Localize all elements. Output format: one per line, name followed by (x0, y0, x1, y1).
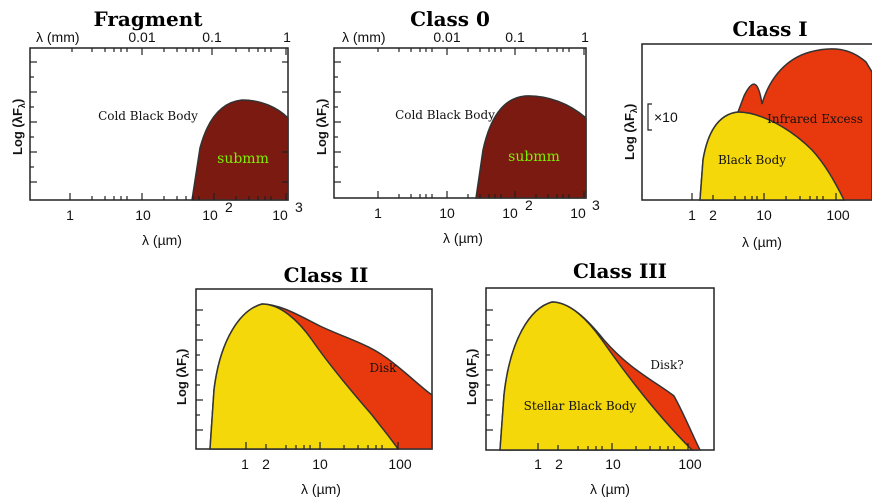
submm-label: submm (217, 151, 269, 167)
x-tick-exponent: 2 (225, 199, 233, 215)
panel-class-0: Class 0 λ (mm) 0.01 0.1 1 submm Cold Bla… (314, 7, 600, 246)
top-tick-label: 1 (581, 29, 589, 45)
top-tick-label: 1 (283, 29, 291, 45)
axis-ticks (691, 193, 837, 200)
x-tick-label: 2 (555, 456, 563, 472)
x-tick-label: 10 (756, 207, 772, 223)
y-axis-label: Log (λFλ) (10, 99, 27, 155)
y-axis-label: Log (λFλ) (314, 99, 331, 155)
cold-black-body-label: Cold Black Body (395, 108, 495, 122)
top-axis-label: λ (mm) (36, 29, 80, 45)
panel-class-2: Class II Disk 1 2 10 100 λ (µm) Log (λFλ… (174, 263, 433, 497)
panel-title: Class 0 (410, 7, 490, 31)
axis-ticks (334, 48, 585, 198)
x-tick-label: 10 (605, 456, 621, 472)
x-axis-label: λ (µm) (301, 481, 341, 497)
stellar-black-body-region (499, 301, 694, 451)
black-body-region (209, 303, 400, 450)
panel-title: Fragment (94, 7, 204, 31)
top-tick-label: 0.1 (202, 29, 222, 45)
x-tick-label: 10 (439, 205, 455, 221)
x-tick-exponent: 3 (295, 199, 303, 215)
scale-marker: ×10 (654, 109, 678, 125)
x-tick-exponent: 3 (592, 197, 600, 213)
panel-fragment: Fragment λ (mm) 0.01 0.1 1 submm Cold Bl… (10, 7, 303, 248)
x-tick-label: 1 (241, 456, 249, 472)
x-tick-label: 100 (678, 456, 702, 472)
x-tick-label: 10 (135, 207, 151, 223)
x-tick-exponent: 2 (525, 197, 533, 213)
panel-title: Class III (573, 259, 667, 283)
x-tick-label: 1 (66, 207, 74, 223)
x-tick-label: 100 (826, 207, 850, 223)
top-tick-label: 0.1 (505, 29, 525, 45)
x-tick-label: 1 (374, 205, 382, 221)
x-tick-label: 10 (312, 456, 328, 472)
panel-class-3: Class III Disk? Stellar Black Body 1 2 1… (464, 259, 715, 497)
scale-bracket (647, 103, 652, 131)
submm-region (191, 99, 289, 201)
submm-label: submm (508, 149, 560, 165)
x-tick-label: 1 (534, 456, 542, 472)
x-tick-label: 100 (388, 456, 412, 472)
black-body-label: Black Body (718, 153, 786, 167)
y-axis-label: Log (λFλ) (622, 104, 639, 160)
x-tick-label: 10 (502, 205, 518, 221)
top-tick-label: 0.01 (128, 29, 155, 45)
panel-title: Class II (284, 263, 369, 287)
top-tick-label: 0.01 (433, 29, 460, 45)
infrared-excess-label: Infrared Excess (767, 112, 863, 126)
axis-ticks (196, 309, 399, 449)
y-axis-label: Log (λFλ) (174, 349, 191, 405)
x-tick-label: 10 (272, 207, 288, 223)
stellar-black-body-label: Stellar Black Body (524, 399, 637, 413)
disk-label: Disk? (650, 358, 683, 372)
x-tick-label: 10 (202, 207, 218, 223)
x-tick-label: 1 (688, 207, 696, 223)
panel-title: Class I (732, 17, 807, 41)
axis-ticks (30, 48, 288, 200)
x-tick-label: 2 (709, 207, 717, 223)
black-body-region (699, 111, 846, 201)
disk-label: Disk (370, 361, 398, 375)
x-tick-label: 10 (570, 205, 586, 221)
submm-region (475, 95, 587, 199)
panel-class-1: Class I Infrared Excess Black Body ×10 1… (622, 17, 872, 250)
x-tick-label: 2 (262, 456, 270, 472)
y-axis-label: Log (λFλ) (464, 349, 481, 405)
x-axis-label: λ (µm) (590, 481, 630, 497)
axis-ticks (486, 309, 689, 450)
x-axis-label: λ (µm) (142, 232, 182, 248)
cold-black-body-label: Cold Black Body (98, 109, 198, 123)
x-axis-label: λ (µm) (443, 230, 483, 246)
top-axis-label: λ (mm) (342, 29, 386, 45)
x-axis-label: λ (µm) (742, 234, 782, 250)
